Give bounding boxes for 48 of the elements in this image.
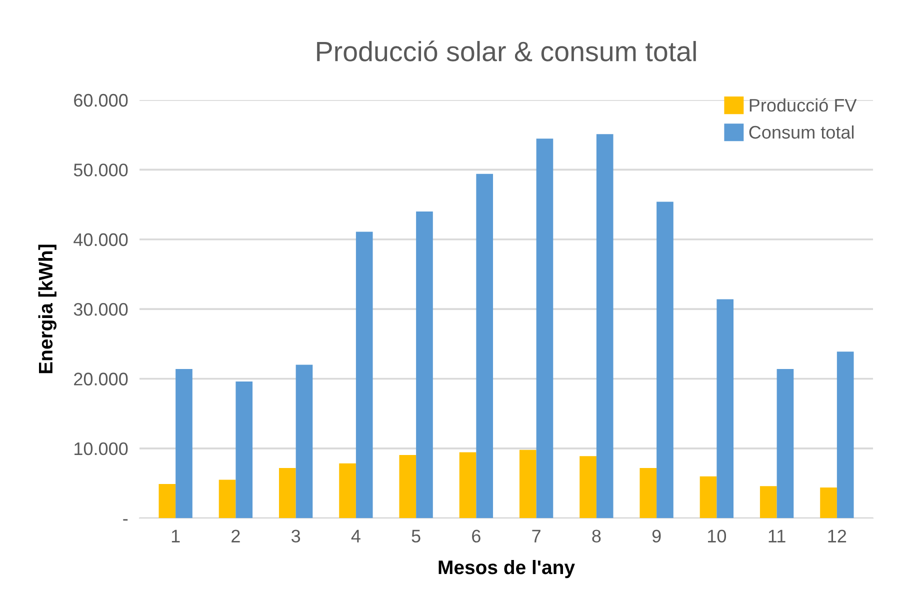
y-axis-title: Energia [kWh] — [38, 244, 57, 374]
bar — [580, 456, 596, 518]
bar — [218, 480, 236, 518]
bar — [519, 450, 536, 518]
x-tick-label: 1 — [172, 530, 180, 542]
x-tick-label: 9 — [652, 530, 661, 543]
legend-label: Consum total — [749, 125, 854, 139]
bar — [640, 468, 657, 518]
x-tick-label: 4 — [351, 530, 360, 542]
bar — [278, 468, 296, 518]
x-tick-label: 12 — [828, 530, 846, 542]
chart-title: Producció solar & consum total — [317, 40, 696, 62]
bar — [820, 487, 837, 518]
y-tick-label: 60.000 — [74, 94, 128, 107]
bar — [700, 476, 717, 518]
bar — [339, 463, 356, 518]
x-tick-label: 3 — [291, 530, 300, 543]
x-tick-label: 8 — [592, 530, 601, 543]
bar — [158, 484, 176, 518]
y-tick-label: - — [123, 519, 128, 521]
y-tick-label: 10.000 — [74, 442, 128, 456]
bar — [656, 202, 674, 518]
bar — [776, 368, 794, 518]
bar — [836, 352, 854, 518]
x-tick-label: 2 — [232, 530, 240, 542]
bar — [176, 368, 192, 518]
bar — [296, 364, 313, 518]
x-tick-label: 7 — [532, 530, 540, 542]
x-tick-label: 10 — [708, 530, 726, 543]
bar — [596, 134, 614, 518]
bar — [236, 382, 253, 518]
bar — [416, 211, 433, 518]
bar — [356, 232, 373, 518]
bar — [476, 174, 494, 518]
bar — [760, 486, 777, 518]
x-axis-title: Mesos de l'any — [438, 560, 575, 578]
bar — [399, 455, 416, 518]
bar — [536, 138, 554, 518]
x-tick-label: 5 — [412, 530, 420, 543]
bar — [459, 452, 476, 518]
legend-label: Producció FV — [750, 98, 857, 112]
x-tick-label: 6 — [472, 530, 480, 543]
bar — [716, 299, 734, 518]
y-tick-label: 40.000 — [74, 233, 128, 246]
y-tick-label: 50.000 — [74, 164, 128, 176]
y-tick-label: 30.000 — [74, 302, 128, 316]
x-tick-label: 11 — [768, 530, 786, 542]
y-tick-label: 20.000 — [74, 372, 128, 386]
